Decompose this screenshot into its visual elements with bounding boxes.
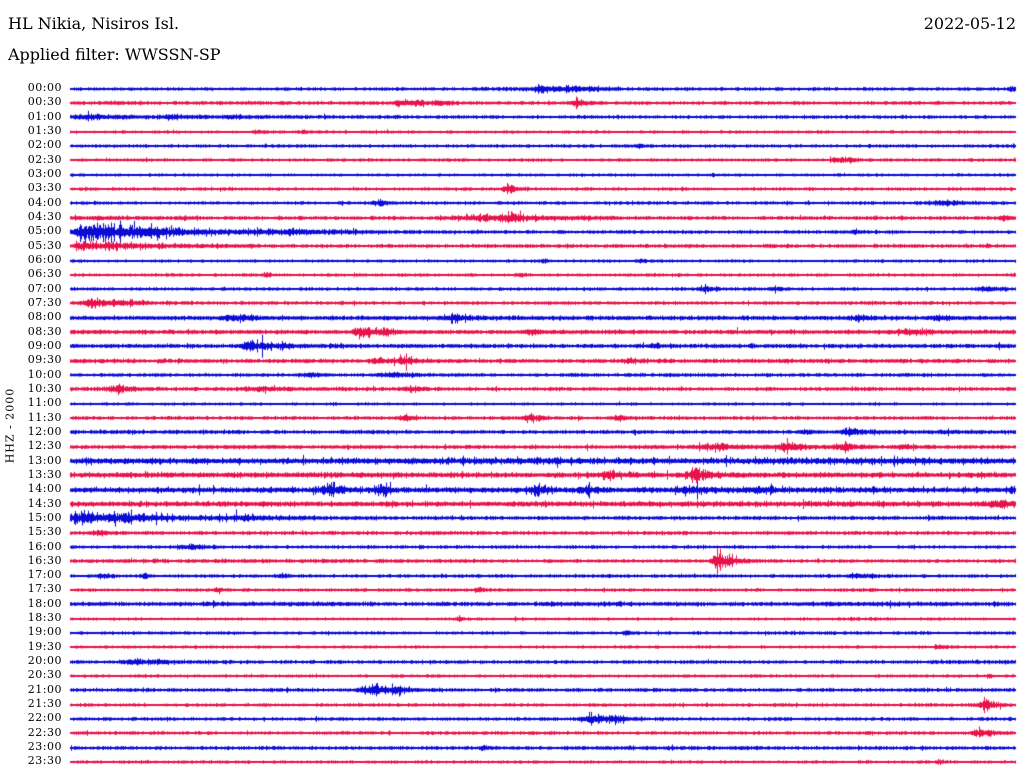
row-time-label: 22:30 <box>27 725 62 739</box>
row-time-label: 16:00 <box>27 539 62 553</box>
row-time-label: 05:00 <box>27 224 62 238</box>
row-time-label: 06:30 <box>27 267 62 281</box>
row-time-label: 08:00 <box>27 310 62 324</box>
row-time-label: 13:00 <box>27 453 62 467</box>
row-time-label: 13:30 <box>27 467 62 481</box>
row-time-label: 12:30 <box>27 439 62 453</box>
row-time-label: 08:30 <box>27 324 62 338</box>
row-time-label: 06:00 <box>27 253 62 266</box>
row-time-label: 04:30 <box>27 210 62 224</box>
row-time-label: 18:00 <box>27 596 62 610</box>
row-time-label: 19:30 <box>27 639 62 653</box>
station-title: HL Nikia, Nisiros Isl. <box>8 14 180 33</box>
row-time-label: 15:00 <box>27 510 62 524</box>
row-time-label: 19:00 <box>27 625 62 639</box>
row-time-label: 10:00 <box>27 367 62 381</box>
row-time-label: 20:00 <box>27 654 62 668</box>
row-time-label: 14:00 <box>27 482 62 496</box>
row-time-label: 04:00 <box>27 195 62 209</box>
row-time-label: 00:00 <box>27 81 62 95</box>
row-time-label: 21:00 <box>27 682 62 696</box>
row-time-label: 14:30 <box>27 496 62 510</box>
row-time-label: 21:30 <box>27 697 62 711</box>
row-time-label: 09:30 <box>27 353 62 367</box>
row-time-label: 11:00 <box>27 396 62 410</box>
row-time-label: 03:00 <box>27 167 62 181</box>
row-time-label: 12:00 <box>27 424 62 438</box>
row-time-label: 05:30 <box>27 238 62 252</box>
row-time-label: 17:30 <box>27 582 62 596</box>
row-time-label: 07:00 <box>27 281 62 295</box>
row-time-label: 17:00 <box>27 568 62 582</box>
row-time-label: 10:30 <box>27 381 62 395</box>
row-time-label: 23:30 <box>27 754 62 768</box>
row-time-label: 03:30 <box>27 181 62 195</box>
row-time-label: 18:30 <box>27 611 62 625</box>
filter-label: Applied filter: WWSSN-SP <box>8 45 221 64</box>
row-time-label: 22:00 <box>27 711 62 725</box>
row-time-label: 00:30 <box>27 95 62 109</box>
row-time-label: 02:00 <box>27 138 62 152</box>
row-time-label: 02:30 <box>27 152 62 166</box>
row-time-label: 23:00 <box>27 740 62 754</box>
row-time-label: 07:30 <box>27 295 62 309</box>
row-time-label: 15:30 <box>27 525 62 539</box>
row-time-label: 11:30 <box>27 410 62 424</box>
row-time-label: 16:30 <box>27 553 62 567</box>
row-time-label: 09:00 <box>27 338 62 352</box>
row-time-label: 01:00 <box>27 109 62 123</box>
row-time-label: 20:30 <box>27 668 62 682</box>
date-label: 2022-05-12 <box>923 14 1016 33</box>
row-time-label: 01:30 <box>27 124 62 138</box>
